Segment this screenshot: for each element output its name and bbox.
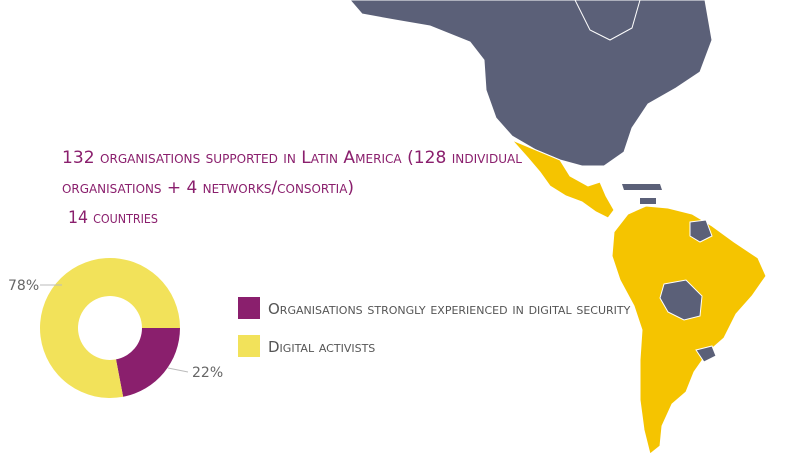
note-line: organisations + 4 networks/consortia) [62,178,354,198]
central-america [511,139,615,219]
value-label: 22% [192,365,223,381]
map [349,0,767,455]
greenland-fragment [574,0,641,41]
legend-swatch [238,335,260,357]
donut-chart: 22% 78% [8,258,223,398]
legend: Organisations strongly experienced in di… [238,297,631,357]
leader-line [167,367,189,373]
uruguay [695,345,717,363]
donut-slice [39,258,180,398]
bolivia [659,279,703,321]
value-label: 78% [8,278,39,294]
guianas [689,219,713,243]
caribbean [622,184,662,204]
legend-swatch [238,297,260,319]
south-america [611,205,767,455]
note-line: 14 countries [68,208,158,228]
legend-label: Digital activists [268,338,375,356]
donut-slice [115,328,180,397]
legend-label: Organisations strongly experienced in di… [268,300,631,318]
note-line: 132 organisations supported in Latin Ame… [62,148,522,168]
north-america [349,0,713,167]
description: 132 organisations supported in Latin Ame… [62,148,522,228]
